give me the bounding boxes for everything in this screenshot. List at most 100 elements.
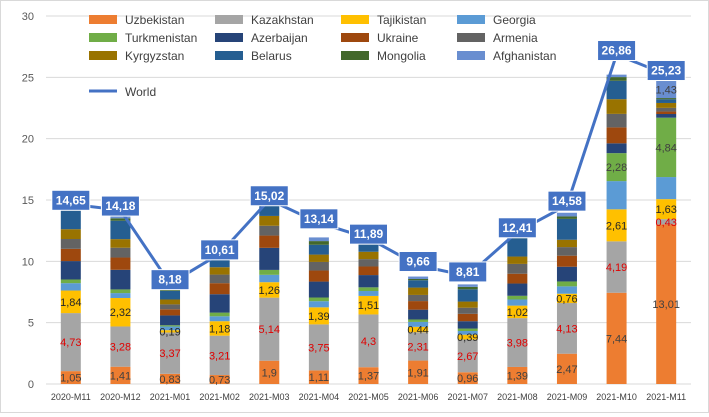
bar-segment <box>60 239 81 249</box>
callout-box <box>299 208 339 230</box>
bar-value-label: 1,11 <box>309 372 330 384</box>
bar-segment <box>656 219 677 225</box>
world-value-callout: 8,18 <box>150 269 190 291</box>
bar-segment <box>259 274 280 283</box>
world-value-callout: 9,66 <box>398 251 438 273</box>
legend-item: Belarus <box>215 49 292 63</box>
legend-swatch <box>457 33 485 42</box>
bar-value-label: 4,73 <box>60 337 81 349</box>
bar-segment <box>457 289 478 302</box>
world-value-callout: 8,81 <box>448 261 488 283</box>
bar-segment <box>209 321 230 336</box>
bar-segment <box>408 319 429 322</box>
bar-segment <box>656 111 677 115</box>
bar-segment <box>656 199 677 220</box>
legend-item: Ukraine <box>341 31 419 45</box>
bar-value-label: 0,43 <box>655 217 676 229</box>
legend-label: Afghanistan <box>493 49 556 63</box>
bar-segment <box>259 360 280 384</box>
world-value-callout: 13,14 <box>299 208 339 230</box>
legend-swatch <box>341 51 369 60</box>
bar-segment <box>308 297 329 302</box>
bar-segment <box>408 280 429 288</box>
bar-segment <box>60 371 81 384</box>
bar-segment <box>308 237 329 242</box>
legend-swatch <box>215 33 243 42</box>
bar-value-label: 2,31 <box>407 341 428 353</box>
bar-segment <box>457 313 478 322</box>
callout-box <box>448 261 488 283</box>
x-tick-label: 2021-M01 <box>150 392 191 402</box>
bar-value-label: 4,19 <box>606 262 627 274</box>
bar-segment <box>110 220 131 240</box>
bar-segment <box>308 270 329 282</box>
world-value-label: 12,41 <box>502 221 532 235</box>
x-tick-label: 2020-M11 <box>51 392 91 402</box>
legend-item: Armenia <box>457 31 538 45</box>
world-value-callout: 25,23 <box>646 60 686 82</box>
bar-value-label: 7,44 <box>606 333 627 345</box>
bar-segment <box>110 257 131 270</box>
bar-value-label: 0,96 <box>457 373 478 385</box>
bar-segment <box>60 279 81 284</box>
bar-value-label: 1,05 <box>60 373 81 385</box>
bar-value-label: 1,84 <box>60 297 81 309</box>
bar-value-label: 1,02 <box>507 307 528 319</box>
bar-segment <box>160 315 181 326</box>
y-tick-label: 5 <box>28 318 34 330</box>
callout-box <box>349 223 388 245</box>
bar-segment <box>457 321 478 329</box>
legend-swatch <box>457 15 485 24</box>
bar-segment <box>457 286 478 290</box>
bar-segment <box>308 370 329 384</box>
bar-value-label: 1,91 <box>407 367 428 379</box>
bar-value-label: 2,61 <box>606 220 627 232</box>
bar-segment <box>110 289 131 294</box>
bar-segment <box>60 290 81 314</box>
callout-box <box>100 195 140 217</box>
bar-value-label: 1,26 <box>259 285 280 297</box>
bar-value-label: 1,39 <box>308 311 329 323</box>
bar-segment <box>457 307 478 314</box>
bar-segment <box>606 153 627 182</box>
world-value-label: 14,65 <box>56 193 86 207</box>
bar-segment <box>606 74 627 78</box>
bar-value-label: 1,9 <box>262 367 277 379</box>
world-value-label: 14,58 <box>552 194 582 208</box>
bar-segment <box>358 241 379 252</box>
bar-segment <box>656 80 677 99</box>
world-value-label: 13,14 <box>304 212 334 226</box>
bar-value-label: 0,19 <box>159 326 180 338</box>
callout-box <box>200 239 240 261</box>
bar-segment <box>110 293 131 299</box>
bar-segment <box>656 114 677 118</box>
world-value-callout: 12,41 <box>497 217 537 239</box>
bar-segment <box>259 269 280 275</box>
bar-segment <box>408 321 429 327</box>
bar-segment <box>308 307 329 325</box>
bar-segment <box>556 286 577 294</box>
bar-segment <box>507 283 528 296</box>
legend-swatch <box>89 15 117 24</box>
bar-segment <box>606 99 627 114</box>
world-value-callout: 15,02 <box>249 185 289 207</box>
callout-box <box>398 251 438 273</box>
bar-segment <box>209 259 230 268</box>
bar-segment <box>457 339 478 373</box>
world-value-label: 11,89 <box>354 227 384 241</box>
bar-segment <box>160 332 181 374</box>
bar-segment <box>209 375 230 384</box>
x-tick-label: 2021-M03 <box>249 392 290 402</box>
x-tick-label: 2021-M07 <box>447 392 488 402</box>
world-value-callout: 14,65 <box>51 189 91 211</box>
bar-segment <box>606 143 627 154</box>
bar-value-label: 0,76 <box>556 293 577 305</box>
bar-segment <box>457 334 478 340</box>
y-tick-label: 0 <box>28 379 34 391</box>
bar-segment <box>308 241 329 245</box>
legend-label: Ukraine <box>377 31 419 45</box>
bar-segment <box>606 209 627 242</box>
legend-item: Georgia <box>457 13 536 27</box>
bar-segment <box>60 248 81 262</box>
